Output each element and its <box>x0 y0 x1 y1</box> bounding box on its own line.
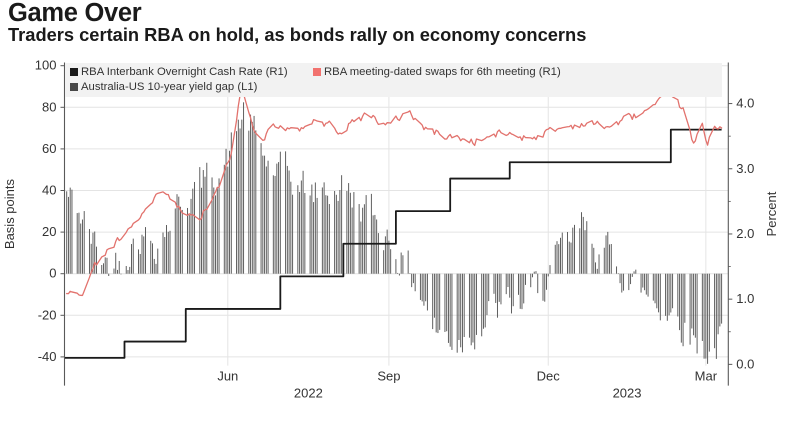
svg-text:Sep: Sep <box>377 369 400 384</box>
svg-text:2.0: 2.0 <box>736 226 754 241</box>
svg-text:80: 80 <box>42 99 56 114</box>
svg-text:60: 60 <box>42 141 56 156</box>
svg-text:Percent: Percent <box>764 191 779 236</box>
svg-text:Jun: Jun <box>217 369 238 384</box>
svg-text:0: 0 <box>49 266 56 281</box>
svg-text:-20: -20 <box>38 307 57 322</box>
svg-text:40: 40 <box>42 183 56 198</box>
svg-text:Dec: Dec <box>537 369 561 384</box>
svg-text:1.0: 1.0 <box>736 291 754 306</box>
svg-text:Basis points: Basis points <box>2 179 17 250</box>
svg-text:4.0: 4.0 <box>736 96 754 111</box>
svg-text:2022: 2022 <box>294 386 323 401</box>
svg-text:-40: -40 <box>38 349 57 364</box>
svg-text:20: 20 <box>42 224 56 239</box>
svg-text:3.0: 3.0 <box>736 161 754 176</box>
svg-text:100: 100 <box>35 58 57 73</box>
svg-text:0.0: 0.0 <box>736 356 754 371</box>
svg-text:2023: 2023 <box>613 386 642 401</box>
svg-text:Mar: Mar <box>695 369 718 384</box>
